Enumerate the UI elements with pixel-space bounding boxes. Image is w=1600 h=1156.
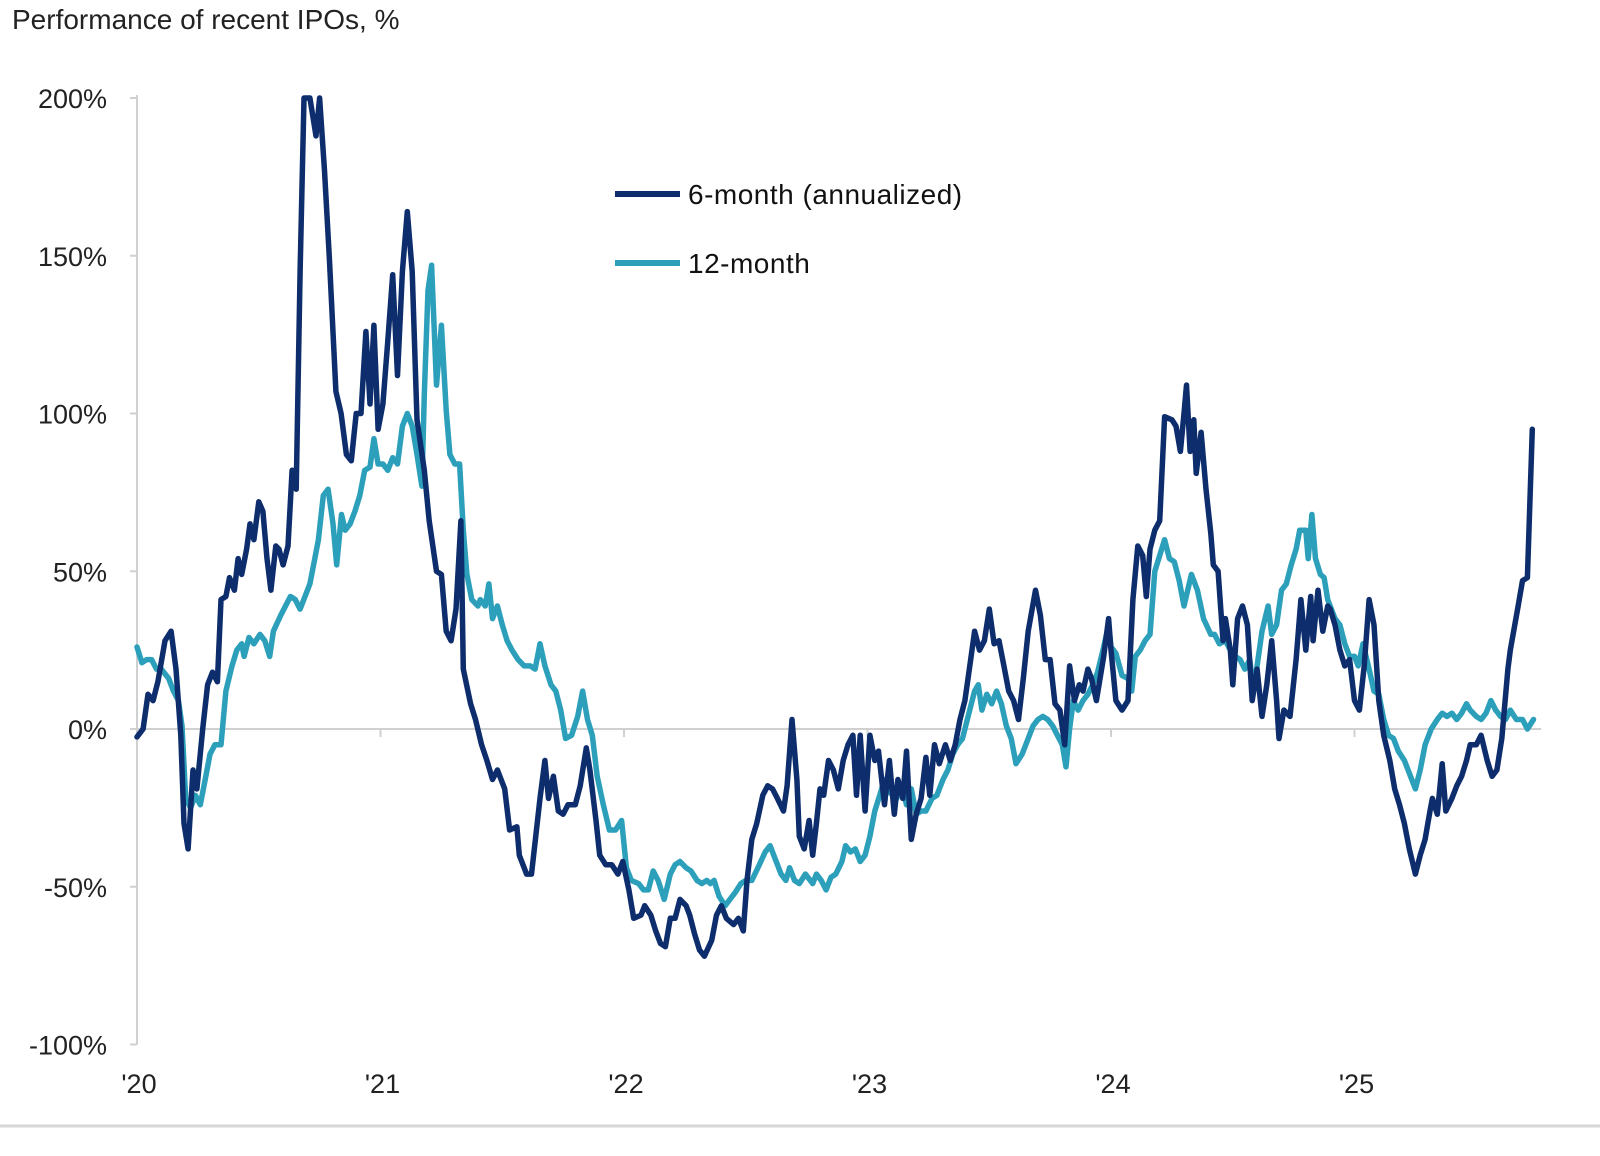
- x-tick-label: '24: [1095, 1069, 1130, 1099]
- x-tick-label: '21: [365, 1069, 400, 1099]
- x-tick-label: '20: [121, 1069, 156, 1099]
- axes: 200% 150% 100% 50% 0% -50% -100% '20 '21 '22 '23 '2…: [29, 84, 1542, 1099]
- y-tick-label: 200%: [38, 84, 107, 114]
- series-line-12-month: [134, 262, 1537, 909]
- series-lines: [134, 95, 1537, 959]
- x-tick-label: '22: [608, 1069, 643, 1099]
- series-line-6-month: [134, 95, 1536, 959]
- y-tick-label: 50%: [53, 557, 107, 587]
- chart-title: Performance of recent IPOs, %: [12, 4, 400, 35]
- x-tick-label: '25: [1339, 1069, 1374, 1099]
- y-tick-label: 150%: [38, 242, 107, 272]
- y-tick-label: 100%: [38, 400, 107, 430]
- x-tick-label: '23: [852, 1069, 887, 1099]
- legend-label-12-month: 12-month: [688, 248, 810, 279]
- legend-label-6-month: 6-month (annualized): [688, 179, 963, 210]
- y-tick-label: 0%: [68, 715, 107, 745]
- y-tick-label: -100%: [29, 1031, 107, 1061]
- y-tick-label: -50%: [44, 873, 107, 903]
- legend: 6-month (annualized) 12-month: [615, 179, 963, 279]
